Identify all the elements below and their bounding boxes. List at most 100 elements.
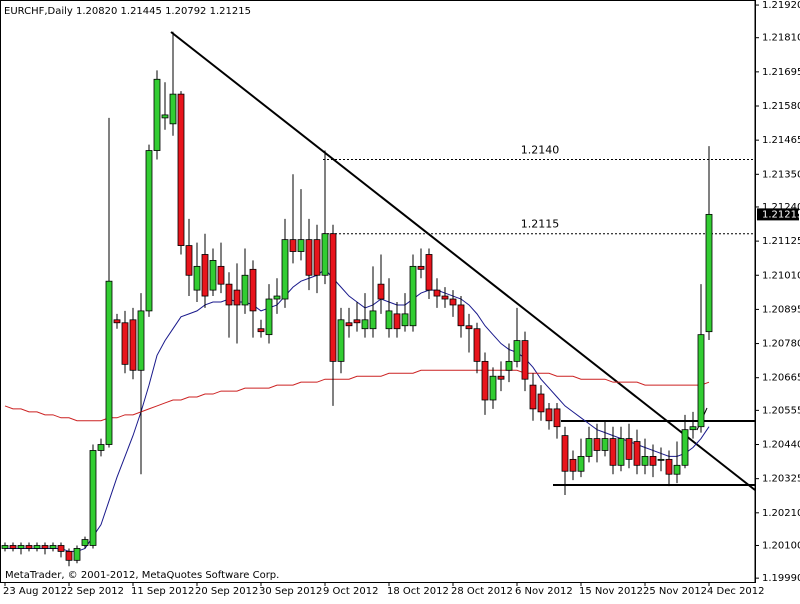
- y-tick-label: 1.20100: [762, 540, 800, 551]
- candle-body: [497, 375, 505, 380]
- candle-body: [225, 283, 233, 306]
- candle-body: [73, 548, 81, 561]
- candle-body: [673, 464, 681, 475]
- candle-body: [305, 239, 313, 276]
- y-tick-label: 1.21350: [762, 169, 800, 180]
- candle-body: [457, 304, 465, 327]
- x-tick-label: 4 Dec 2012: [707, 586, 765, 597]
- candle-body: [625, 438, 633, 460]
- candle-body: [441, 295, 449, 300]
- x-tick-label: 6 Nov 2012: [515, 586, 573, 597]
- candle-body: [329, 233, 337, 362]
- candle-body: [217, 265, 225, 285]
- candle-body: [185, 245, 193, 276]
- y-tick-label: 1.20325: [762, 474, 800, 485]
- candle-body: [193, 265, 201, 291]
- candle-body: [705, 213, 713, 333]
- candle-body: [153, 78, 161, 151]
- chart-title: EURCHF,Daily 1.20820 1.21445 1.20792 1.2…: [4, 6, 251, 17]
- y-tick-label: 1.21580: [762, 101, 800, 112]
- marks: [1, 31, 755, 567]
- candle-body: [505, 360, 513, 371]
- price-box-label: 1.21215: [762, 209, 800, 220]
- candle-body: [337, 319, 345, 362]
- candle-body: [401, 313, 409, 327]
- candle-body: [665, 458, 673, 475]
- candle-body: [129, 319, 137, 371]
- candle-body: [257, 328, 265, 333]
- candle-body: [513, 340, 521, 362]
- candle-body: [385, 310, 393, 330]
- level-label: 1.2115: [521, 218, 560, 231]
- candle-body: [57, 545, 65, 552]
- candle-body: [289, 239, 297, 252]
- candle-body: [273, 295, 281, 300]
- candle-body: [489, 375, 497, 401]
- x-tick-label: 9 Oct 2012: [323, 586, 378, 597]
- candle-body: [177, 93, 185, 246]
- candle-body: [609, 438, 617, 466]
- candle-body: [521, 340, 529, 380]
- candle-body: [641, 455, 649, 466]
- candle-body: [41, 545, 49, 549]
- candle-body: [297, 239, 305, 252]
- y-tick-label: 1.20210: [762, 508, 800, 519]
- y-tick-label: 1.21695: [762, 67, 800, 78]
- candle-body: [417, 265, 425, 270]
- candle-body: [113, 319, 121, 324]
- candle-body: [689, 426, 697, 431]
- candle-body: [145, 150, 153, 312]
- x-tick-label: 30 Sep 2012: [259, 586, 322, 597]
- candle-body: [9, 545, 17, 549]
- candle-body: [49, 545, 57, 549]
- y-tick-label: 1.21810: [762, 33, 800, 44]
- candle-body: [81, 539, 89, 546]
- y-tick-label: 1.21125: [762, 236, 800, 247]
- candle-body: [105, 280, 113, 445]
- level-label: 1.2140: [521, 143, 560, 156]
- y-tick-label: 1.21920: [762, 0, 800, 11]
- y-tick-label: 1.20440: [762, 440, 800, 451]
- candle-body: [353, 319, 361, 324]
- candle-body: [1, 545, 9, 549]
- x-tick-label: 25 Nov 2012: [643, 586, 707, 597]
- candle-body: [169, 93, 177, 125]
- candle-body: [201, 254, 209, 297]
- candle-body: [465, 325, 473, 330]
- y-tick-label: 1.20665: [762, 373, 800, 384]
- candle-body: [233, 289, 241, 306]
- candle-body: [697, 334, 705, 428]
- candle-body: [617, 438, 625, 466]
- x-tick-label: 28 Oct 2012: [451, 586, 513, 597]
- candle-body: [17, 545, 25, 549]
- y-tick-label: 1.19990: [762, 573, 800, 584]
- candle-body: [529, 384, 537, 410]
- candle-body: [409, 265, 417, 327]
- copyright-note: MetaTrader, © 2001-2012, MetaQuotes Soft…: [5, 570, 279, 581]
- candle-body: [657, 458, 665, 461]
- candle-body: [209, 260, 217, 291]
- candle-body: [545, 408, 553, 422]
- trend-line: [170, 31, 756, 491]
- y-tick-label: 1.20895: [762, 304, 800, 315]
- candle-body: [369, 310, 377, 330]
- candle-body: [537, 393, 545, 413]
- candle-body: [137, 310, 145, 371]
- candle-body: [265, 298, 273, 336]
- x-tick-label: 20 Sep 2012: [195, 586, 258, 597]
- x-tick-label: 15 Nov 2012: [579, 586, 643, 597]
- candle-body: [121, 322, 129, 365]
- x-tick-label: 18 Oct 2012: [387, 586, 449, 597]
- candle-body: [577, 455, 585, 472]
- y-tick-label: 1.21240: [762, 202, 800, 213]
- y-tick-label: 1.20555: [762, 405, 800, 416]
- candle-body: [473, 328, 481, 362]
- candle-body: [281, 239, 289, 300]
- candle-body: [649, 455, 657, 466]
- candle-body: [33, 545, 41, 549]
- candle-body: [321, 233, 329, 276]
- x-tick-label: 2 Sep 2012: [67, 586, 124, 597]
- candle-body: [433, 289, 441, 297]
- candle-body: [569, 458, 577, 472]
